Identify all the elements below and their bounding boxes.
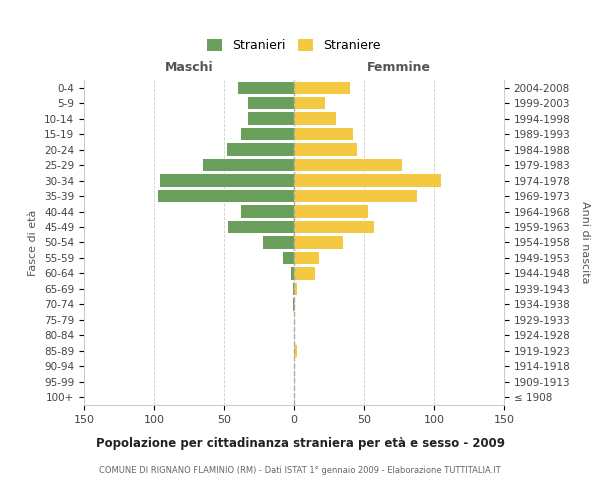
Bar [293,282,294,295]
Bar [294,144,357,156]
Y-axis label: Anni di nascita: Anni di nascita [580,201,590,284]
Bar [263,236,294,248]
Bar [238,82,294,94]
Bar [241,128,294,140]
Bar [294,221,374,233]
Bar [294,159,402,172]
Bar [294,344,297,357]
Bar [294,82,350,94]
Bar [248,97,294,110]
Bar [294,236,343,248]
Bar [203,159,294,172]
Text: Femmine: Femmine [367,61,431,74]
Bar [294,97,325,110]
Bar [248,112,294,125]
Y-axis label: Fasce di età: Fasce di età [28,210,38,276]
Bar [294,128,353,140]
Bar [294,298,295,310]
Text: Maschi: Maschi [164,61,214,74]
Bar [294,282,297,295]
Bar [291,268,294,280]
Bar [294,206,368,218]
Bar [294,252,319,264]
Bar [294,190,417,202]
Bar [228,221,294,233]
Bar [293,298,294,310]
Bar [158,190,294,202]
Bar [294,112,336,125]
Bar [160,174,294,187]
Bar [241,206,294,218]
Text: COMUNE DI RIGNANO FLAMINIO (RM) - Dati ISTAT 1° gennaio 2009 - Elaborazione TUTT: COMUNE DI RIGNANO FLAMINIO (RM) - Dati I… [99,466,501,475]
Bar [227,144,294,156]
Bar [294,174,441,187]
Bar [294,268,315,280]
Legend: Stranieri, Straniere: Stranieri, Straniere [202,34,386,57]
Bar [283,252,294,264]
Text: Popolazione per cittadinanza straniera per età e sesso - 2009: Popolazione per cittadinanza straniera p… [95,438,505,450]
